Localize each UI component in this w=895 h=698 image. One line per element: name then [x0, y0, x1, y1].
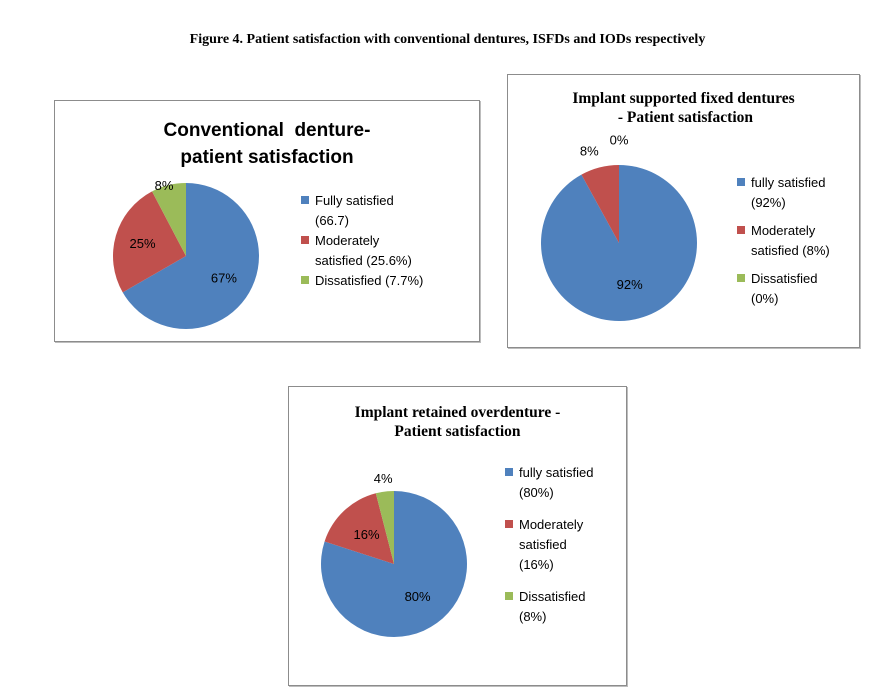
legend-swatch [301, 236, 309, 244]
chart-panel-conventional: Conventional denture- patient satisfacti… [54, 100, 480, 342]
chart-legend: fully satisfied (92%) Moderately satisfie… [737, 173, 830, 309]
legend-label: Fully satisfied (66.7) [315, 193, 394, 228]
legend-swatch [737, 226, 745, 234]
legend-swatch [505, 520, 513, 528]
legend-swatch [505, 592, 513, 600]
pie-slice-moderately-satisfied [581, 165, 619, 243]
legend-item: Moderately satisfied (25.6%) [301, 231, 423, 271]
legend-item: fully satisfied (80%) [505, 463, 593, 503]
chart-title-line: Patient satisfaction [394, 423, 521, 440]
legend-item: Dissatisfied (0%) [737, 269, 830, 309]
data-label: 16% [353, 527, 379, 542]
chart-title: Implant retained overdenture - Patient s… [289, 403, 626, 441]
chart-title-line: Implant retained overdenture - [354, 404, 561, 421]
chart-legend: fully satisfied (80%) Moderately satisfie… [505, 463, 593, 627]
pie-slice-moderately-satisfied [113, 191, 186, 293]
legend-item: Moderately satisfied (16%) [505, 515, 593, 575]
legend-item: Dissatisfied (8%) [505, 587, 593, 627]
legend-label: fully satisfied (92%) [751, 175, 826, 210]
chart-legend: Fully satisfied (66.7) Moderately satisfi… [301, 191, 423, 291]
legend-item: Fully satisfied (66.7) [301, 191, 423, 231]
legend-label: Dissatisfied (0%) [751, 271, 818, 306]
chart-title: Conventional denture- patient satisfacti… [55, 117, 479, 171]
legend-label: Moderately satisfied (8%) [751, 223, 830, 258]
data-label: 25% [130, 236, 156, 251]
data-label: 8% [580, 143, 599, 158]
data-label: 80% [405, 589, 431, 604]
data-label: 4% [374, 471, 393, 486]
legend-item: Moderately satisfied (8%) [737, 221, 830, 261]
legend-swatch [737, 274, 745, 282]
legend-label: Moderately satisfied (25.6%) [315, 233, 412, 268]
pie-chart-iod: 80% 16% 4% [321, 471, 467, 637]
legend-swatch [301, 276, 309, 284]
chart-panel-isfd: Implant supported fixed dentures - Patie… [507, 74, 860, 348]
figure-caption: Figure 4. Patient satisfaction with conv… [189, 32, 706, 47]
legend-swatch [301, 196, 309, 204]
pie-chart-isfd: 92% 8% 0% [541, 132, 697, 321]
legend-label: fully satisfied (80%) [519, 465, 594, 500]
data-label: 92% [617, 277, 643, 292]
legend-label: Moderately satisfied (16%) [519, 517, 584, 572]
data-label: 8% [155, 178, 174, 193]
chart-title-line: - Patient satisfaction [613, 109, 754, 126]
pie-slice-dissatisfied [152, 183, 186, 256]
chart-title-line: Implant supported fixed dentures [572, 90, 795, 107]
data-label: 67% [211, 270, 237, 285]
legend-item: Dissatisfied (7.7%) [301, 271, 423, 291]
legend-swatch [505, 468, 513, 476]
chart-title-line: Conventional denture- [163, 120, 371, 141]
pie-chart-conventional: 67% 25% 8% [113, 178, 259, 329]
legend-label: Dissatisfied (8%) [519, 589, 586, 624]
legend-swatch [737, 178, 745, 186]
pie-slice-moderately-satisfied [324, 493, 394, 564]
pie-slice-fully-satisfied [122, 183, 259, 329]
chart-title-line: patient satisfaction [180, 147, 354, 168]
data-label: 0% [610, 132, 629, 147]
chart-title: Implant supported fixed dentures - Patie… [508, 89, 859, 127]
legend-item: fully satisfied (92%) [737, 173, 830, 213]
legend-label: Dissatisfied (7.7%) [315, 273, 424, 288]
pie-slice-dissatisfied [375, 491, 394, 564]
chart-panel-iod: Implant retained overdenture - Patient s… [288, 386, 627, 686]
